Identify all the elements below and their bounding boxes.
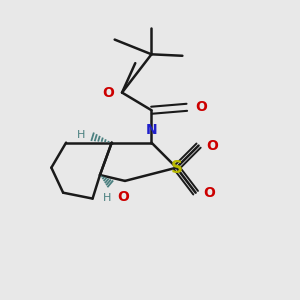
Text: O: O xyxy=(206,139,218,153)
Text: N: N xyxy=(146,123,157,137)
Text: O: O xyxy=(203,186,215,200)
Text: H: H xyxy=(77,130,85,140)
Text: H: H xyxy=(103,193,112,203)
Text: O: O xyxy=(118,190,129,204)
Text: O: O xyxy=(102,85,114,100)
Text: S: S xyxy=(171,159,183,177)
Text: O: O xyxy=(195,100,207,114)
